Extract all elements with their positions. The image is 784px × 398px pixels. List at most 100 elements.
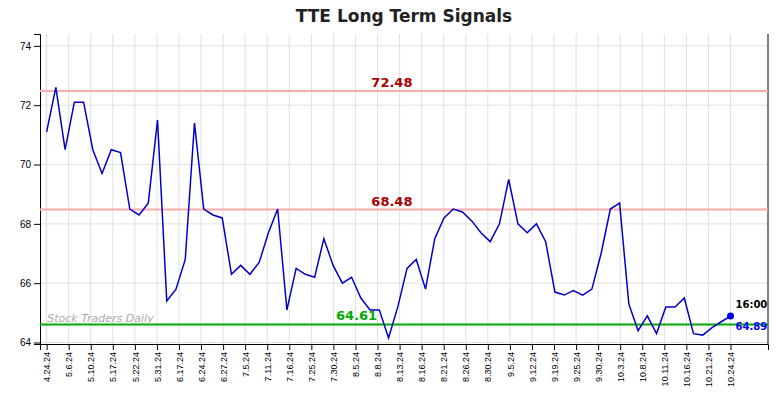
- x-tick-mark: [664, 344, 665, 350]
- x-tick: 9.12.24: [528, 344, 538, 382]
- x-tick-label: 10.11.24: [660, 352, 670, 386]
- x-tick: 7.25.24: [307, 344, 317, 382]
- x-tick: 10.16.24: [682, 344, 692, 387]
- x-tick-label: 6.17.24: [175, 352, 185, 382]
- x-tick: 9.19.24: [550, 344, 560, 382]
- grid-line-x: [620, 34, 621, 344]
- y-tick-label: 68: [20, 219, 32, 230]
- x-tick-label: 10.3.24: [616, 352, 626, 382]
- x-tick: 10.8.24: [638, 344, 648, 382]
- y-tick-mark: [34, 343, 40, 344]
- x-tick: 6.17.24: [175, 344, 185, 382]
- x-tick-mark: [113, 344, 114, 350]
- y-tick: 66: [20, 278, 40, 289]
- grid-line-x: [46, 34, 47, 344]
- x-tick-mark: [554, 344, 555, 350]
- x-tick: 9.25.24: [572, 344, 582, 382]
- grid-line-x: [443, 34, 444, 344]
- x-tick-label: 9.30.24: [594, 352, 604, 382]
- y-tick: 64: [20, 337, 40, 348]
- grid-line-x: [531, 34, 532, 344]
- x-tick-mark: [642, 344, 643, 350]
- x-tick: 10.21.24: [704, 344, 714, 387]
- x-tick-mark: [267, 344, 268, 350]
- reference-line: [40, 209, 768, 211]
- grid-line-y: [40, 223, 768, 224]
- x-tick-mark: [135, 344, 136, 350]
- x-tick-mark: [686, 344, 687, 350]
- x-tick: 7.30.24: [329, 344, 339, 382]
- x-tick-mark: [510, 344, 511, 350]
- x-tick-label: 8.26.24: [461, 352, 471, 382]
- x-tick-label: 5.6.24: [64, 352, 74, 377]
- x-tick-label: 7.11.24: [263, 352, 273, 381]
- x-tick-label: 10.8.24: [638, 352, 648, 382]
- title: TTE Long Term Signals: [296, 6, 512, 26]
- x-tick: 5.17.24: [108, 344, 118, 382]
- x-tick-mark: [333, 344, 334, 350]
- x-tick: 7.11.24: [263, 344, 273, 381]
- grid-line-x: [686, 34, 687, 344]
- y-tick-label: 70: [20, 159, 32, 170]
- x-tick: 9.30.24: [594, 344, 604, 382]
- x-tick-mark: [444, 344, 445, 350]
- y-tick: 74: [20, 41, 40, 52]
- texts: 72.4868.4864.6116:0064.89Stock Traders D…: [47, 75, 767, 332]
- x-tick-mark: [400, 344, 401, 350]
- x-tick: 10.3.24: [616, 344, 626, 382]
- reference-line: [40, 90, 768, 92]
- grid-line-x: [267, 34, 268, 344]
- grid-line-x: [708, 34, 709, 344]
- x-tick: 8.16.24: [417, 344, 427, 382]
- x-tick-label: 9.25.24: [572, 352, 582, 382]
- x-tick-label: 9.5.24: [506, 352, 516, 377]
- grid-line-x: [554, 34, 555, 344]
- grid-line-x: [134, 34, 135, 344]
- x-tick-mark: [488, 344, 489, 350]
- y-axis-line: [34, 35, 41, 345]
- x-tick-mark: [201, 344, 202, 350]
- chart: 4.24.245.6.245.10.245.17.245.22.245.31.2…: [0, 0, 784, 398]
- x-tick: 7.5.24: [241, 344, 251, 377]
- x-tick-mark: [730, 344, 731, 350]
- x-tick-mark: [620, 344, 621, 350]
- last-price-label: 64.89: [735, 321, 767, 332]
- y-tick-mark: [34, 105, 40, 106]
- x-tick-mark: [355, 344, 356, 350]
- x-tick-mark: [47, 344, 48, 350]
- x-tick-mark: [378, 344, 379, 350]
- x-tick: 8.8.24: [373, 344, 383, 377]
- marks: [40, 87, 768, 338]
- x-tick-label: 5.22.24: [131, 352, 141, 382]
- x-tick: 7.16.24: [285, 344, 295, 382]
- y-tick-label: 64: [20, 337, 32, 348]
- grid: [40, 34, 768, 344]
- grid-line-x: [178, 34, 179, 344]
- x-tick-label: 6.27.24: [219, 352, 229, 382]
- x-tick-mark: [311, 344, 312, 350]
- x-tick: 6.27.24: [219, 344, 229, 382]
- y-tick: 70: [20, 159, 40, 170]
- grid-line-x: [730, 34, 731, 344]
- grid-line-x: [223, 34, 224, 344]
- x-tick-mark: [157, 344, 158, 350]
- x-tick-mark: [91, 344, 92, 350]
- x-tick: 8.5.24: [351, 344, 361, 377]
- x-tick-label: 9.19.24: [550, 352, 560, 382]
- x-tick: 5.10.24: [86, 344, 96, 382]
- x-tick: 10.11.24: [660, 344, 670, 386]
- reference-label: 68.48: [371, 194, 412, 209]
- x-tick-label: 10.16.24: [682, 352, 692, 387]
- grid-line-x: [465, 34, 466, 344]
- x-tick-label: 6.24.24: [197, 352, 207, 382]
- grid-line-x: [576, 34, 577, 344]
- y-tick: 72: [20, 100, 40, 111]
- x-tick-mark: [223, 344, 224, 350]
- x-tick: 5.6.24: [64, 344, 74, 377]
- x-tick: 8.26.24: [461, 344, 471, 382]
- x-tick: 10.24.24: [726, 344, 736, 387]
- x-tick-label: 7.5.24: [241, 352, 251, 377]
- x-tick: 5.31.24: [153, 344, 163, 382]
- x-tick-mark: [576, 344, 577, 350]
- y-tick-label: 66: [20, 278, 32, 289]
